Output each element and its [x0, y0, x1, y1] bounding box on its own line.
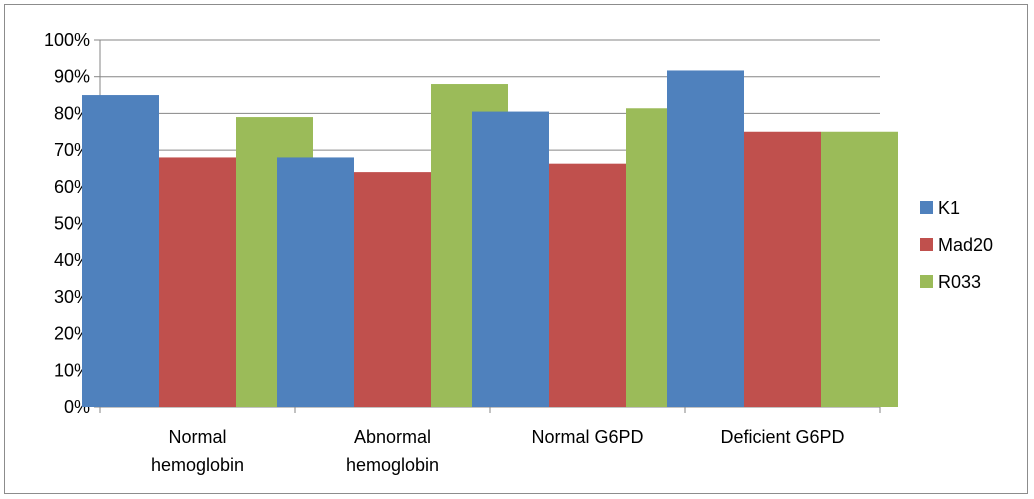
bar-k1-1	[82, 95, 159, 408]
y-tick-label: 70%	[54, 140, 90, 160]
y-tick-label: 40%	[54, 250, 90, 270]
bar-mad20-3	[549, 163, 626, 407]
y-tick-label: 30%	[54, 287, 90, 307]
y-tick-label: 60%	[54, 177, 90, 197]
bar-mad20-4	[744, 131, 821, 407]
y-tick-label: 80%	[54, 103, 90, 123]
bar-r033-4	[821, 131, 898, 407]
bar-k1-4	[667, 70, 744, 407]
x-tick-label: hemoglobin	[346, 455, 439, 475]
x-tick-label: Normal G6PD	[531, 427, 643, 447]
legend-swatch-k1	[920, 201, 933, 214]
bar-k1-3	[472, 111, 549, 407]
legend-label-k1: K1	[938, 198, 960, 218]
x-tick-label: Deficient G6PD	[720, 427, 844, 447]
x-tick-label: Abnormal	[354, 427, 431, 447]
legend-label-r033: R033	[938, 272, 981, 292]
legend-swatch-mad20	[920, 238, 933, 251]
x-tick-label: Normal	[168, 427, 226, 447]
bar-mad20-1	[159, 157, 236, 407]
y-tick-label: 90%	[54, 67, 90, 87]
x-tick-label: hemoglobin	[151, 455, 244, 475]
y-tick-label: 10%	[54, 360, 90, 380]
y-tick-label: 50%	[54, 214, 90, 234]
y-tick-label: 100%	[44, 30, 90, 50]
bar-mad20-2	[354, 172, 431, 407]
legend-label-mad20: Mad20	[938, 235, 993, 255]
y-tick-label: 20%	[54, 324, 90, 344]
bar-k1-2	[277, 157, 354, 407]
legend-swatch-r033	[920, 275, 933, 288]
